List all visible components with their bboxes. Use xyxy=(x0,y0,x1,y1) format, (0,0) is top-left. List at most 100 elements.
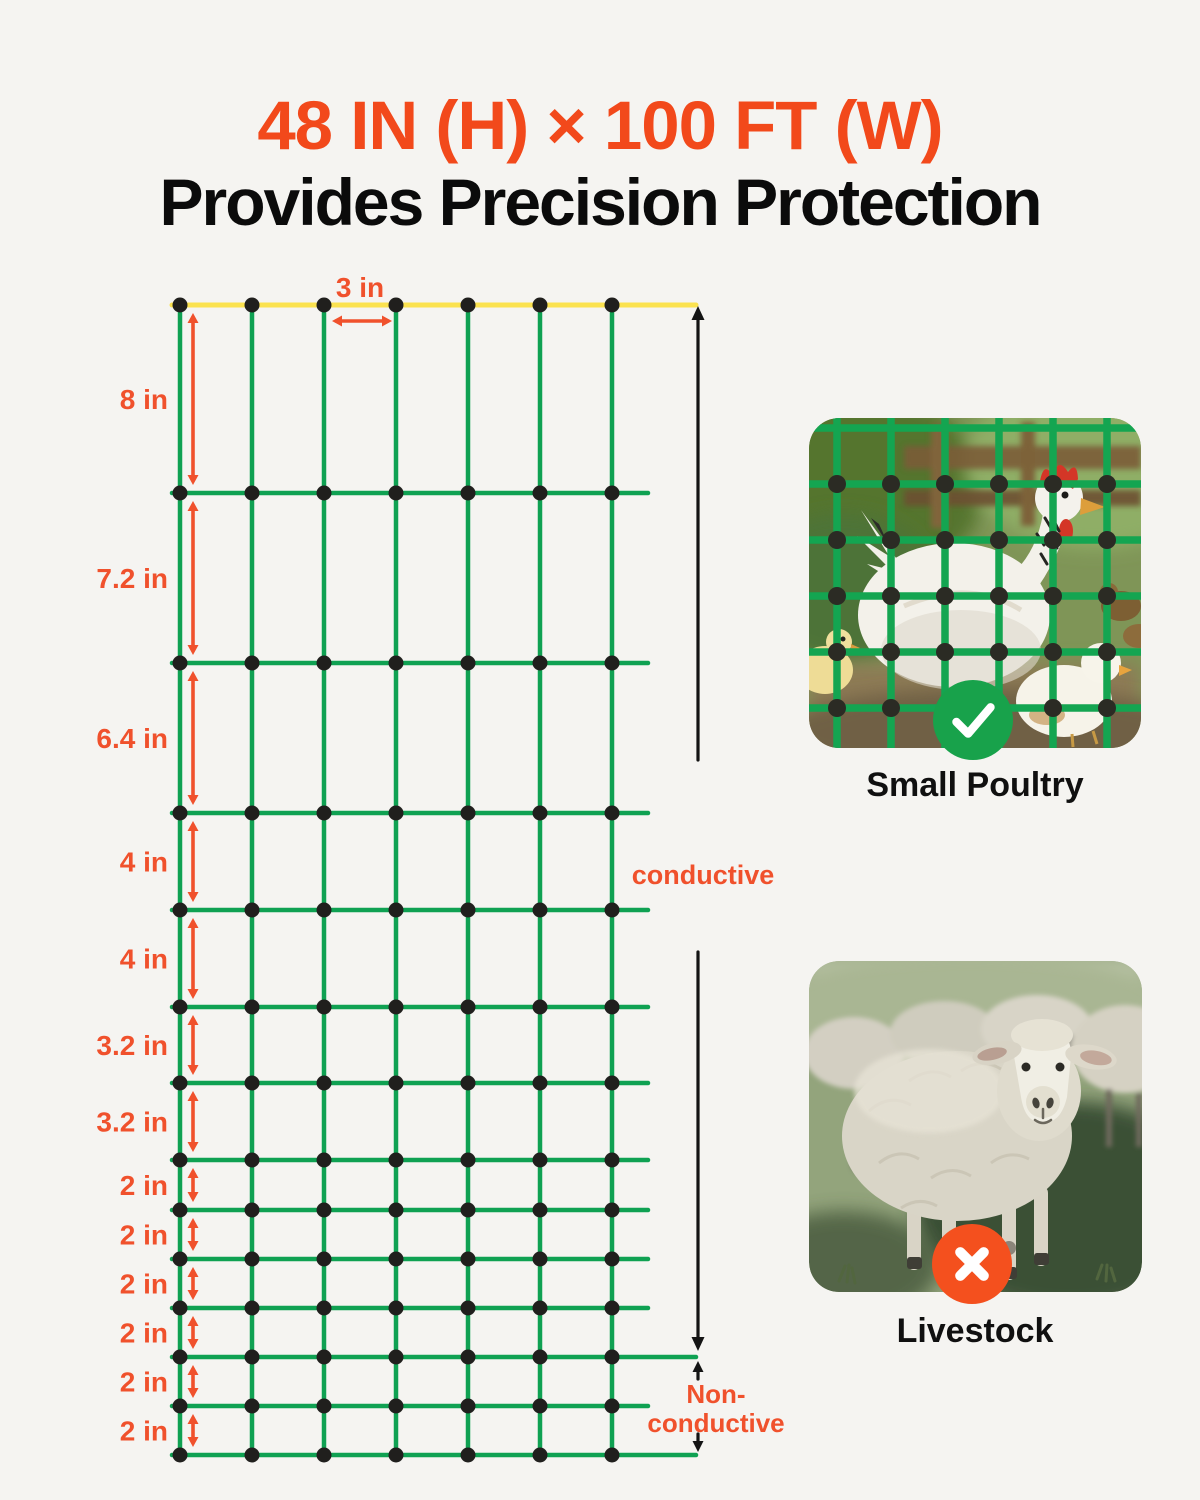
arrowhead xyxy=(187,1065,199,1075)
gap-dimension-label: 2 in xyxy=(120,1269,168,1300)
net-knot-dot xyxy=(532,805,548,821)
net-knot-dot xyxy=(316,1349,332,1365)
gap-dimension-label: 2 in xyxy=(120,1416,168,1447)
net-overlay-strand xyxy=(1044,699,1062,717)
net-overlay-strand xyxy=(936,587,954,605)
gap-dimension-label: 6.4 in xyxy=(96,723,168,754)
net-knot-dot xyxy=(244,805,260,821)
net-knot-dot xyxy=(532,1075,548,1091)
net-knot-dot xyxy=(244,297,260,313)
net-knot-dot xyxy=(604,1075,620,1091)
net-knot-dot xyxy=(172,1300,188,1316)
arrowhead xyxy=(187,475,199,485)
net-knot-dot xyxy=(388,1447,404,1463)
arrowhead xyxy=(187,1015,199,1025)
net-overlay-strand xyxy=(828,699,846,717)
poultry-label: Small Poultry xyxy=(866,766,1084,804)
net-knot-dot xyxy=(244,655,260,671)
net-knot-dot xyxy=(460,655,476,671)
net-overlay-strand xyxy=(990,643,1008,661)
net-overlay-strand xyxy=(882,531,900,549)
net-overlay-strand xyxy=(882,587,900,605)
net-knot-dot xyxy=(172,1202,188,1218)
net-knot-dot xyxy=(388,999,404,1015)
net-knot-dot xyxy=(604,485,620,501)
arrowhead xyxy=(187,1388,199,1398)
net-knot-dot xyxy=(604,805,620,821)
net-knot-dot xyxy=(460,1152,476,1168)
net-knot-dot xyxy=(388,1300,404,1316)
arrowhead xyxy=(332,315,342,327)
arrowhead xyxy=(187,313,199,323)
cross-badge xyxy=(932,1224,1012,1304)
net-knot-dot xyxy=(172,655,188,671)
net-knot-dot xyxy=(388,297,404,313)
net-overlay-strand xyxy=(828,475,846,493)
net-knot-dot xyxy=(388,1349,404,1365)
livestock-label: Livestock xyxy=(896,1312,1054,1350)
net-knot-dot xyxy=(316,1075,332,1091)
net-knot-dot xyxy=(532,485,548,501)
net-knot-dot xyxy=(532,1300,548,1316)
net-knot-dot xyxy=(604,902,620,918)
net-overlay-strand xyxy=(828,643,846,661)
net-knot-dot xyxy=(604,1398,620,1414)
net-knot-dot xyxy=(316,1398,332,1414)
check-icon xyxy=(933,680,1013,760)
net-knot-dot xyxy=(388,902,404,918)
gap-dimension-label: 2 in xyxy=(120,1367,168,1398)
net-knot-dot xyxy=(244,1152,260,1168)
net-knot-dot xyxy=(316,1202,332,1218)
arrowhead xyxy=(187,1414,199,1424)
nonconductive-label: Non- xyxy=(686,1379,745,1409)
net-knot-dot xyxy=(244,1300,260,1316)
net-knot-dot xyxy=(244,1398,260,1414)
arrowhead xyxy=(691,306,705,320)
arrowhead xyxy=(691,1337,705,1351)
gap-dimension-label: 2 in xyxy=(120,1318,168,1349)
arrowhead xyxy=(187,1218,199,1228)
net-knot-dot xyxy=(388,1152,404,1168)
arrowhead xyxy=(187,1267,199,1277)
net-overlay-strand xyxy=(1098,531,1116,549)
net-knot-dot xyxy=(604,1251,620,1267)
net-knot-dot xyxy=(172,1152,188,1168)
net-knot-dot xyxy=(532,1398,548,1414)
net-knot-dot xyxy=(532,1251,548,1267)
net-knot-dot xyxy=(316,1300,332,1316)
net-knot-dot xyxy=(316,297,332,313)
net-knot-dot xyxy=(604,1447,620,1463)
net-knot-dot xyxy=(244,1447,260,1463)
net-knot-dot xyxy=(316,485,332,501)
net-knot-dot xyxy=(316,805,332,821)
net-knot-dot xyxy=(532,297,548,313)
net-knot-dot xyxy=(460,297,476,313)
net-knot-dot xyxy=(460,1447,476,1463)
beak xyxy=(1080,498,1105,515)
net-knot-dot xyxy=(172,485,188,501)
sheep-scene xyxy=(809,961,1142,1292)
gap-dimension-label: 3.2 in xyxy=(96,1107,168,1138)
gap-dimension-label: 3.2 in xyxy=(96,1030,168,1061)
net-knot-dot xyxy=(316,1251,332,1267)
net-knot-dot xyxy=(316,655,332,671)
net-knot-dot xyxy=(244,1202,260,1218)
net-knot-dot xyxy=(532,1447,548,1463)
net-overlay-strand xyxy=(1044,475,1062,493)
arrowhead xyxy=(187,1192,199,1202)
net-overlay-strand xyxy=(828,531,846,549)
net-knot-dot xyxy=(460,1300,476,1316)
net-knot-dot xyxy=(388,1202,404,1218)
arrowhead xyxy=(692,1441,704,1452)
net-knot-dot xyxy=(388,1398,404,1414)
net-knot-dot xyxy=(532,1202,548,1218)
net-overlay-strand xyxy=(882,699,900,717)
net-knot-dot xyxy=(172,902,188,918)
net-knot-dot xyxy=(532,655,548,671)
net-overlay-strand xyxy=(990,587,1008,605)
arrowhead xyxy=(187,918,199,928)
arrowhead xyxy=(187,1241,199,1251)
net-knot-dot xyxy=(244,999,260,1015)
gap-dimension-label: 2 in xyxy=(120,1220,168,1251)
